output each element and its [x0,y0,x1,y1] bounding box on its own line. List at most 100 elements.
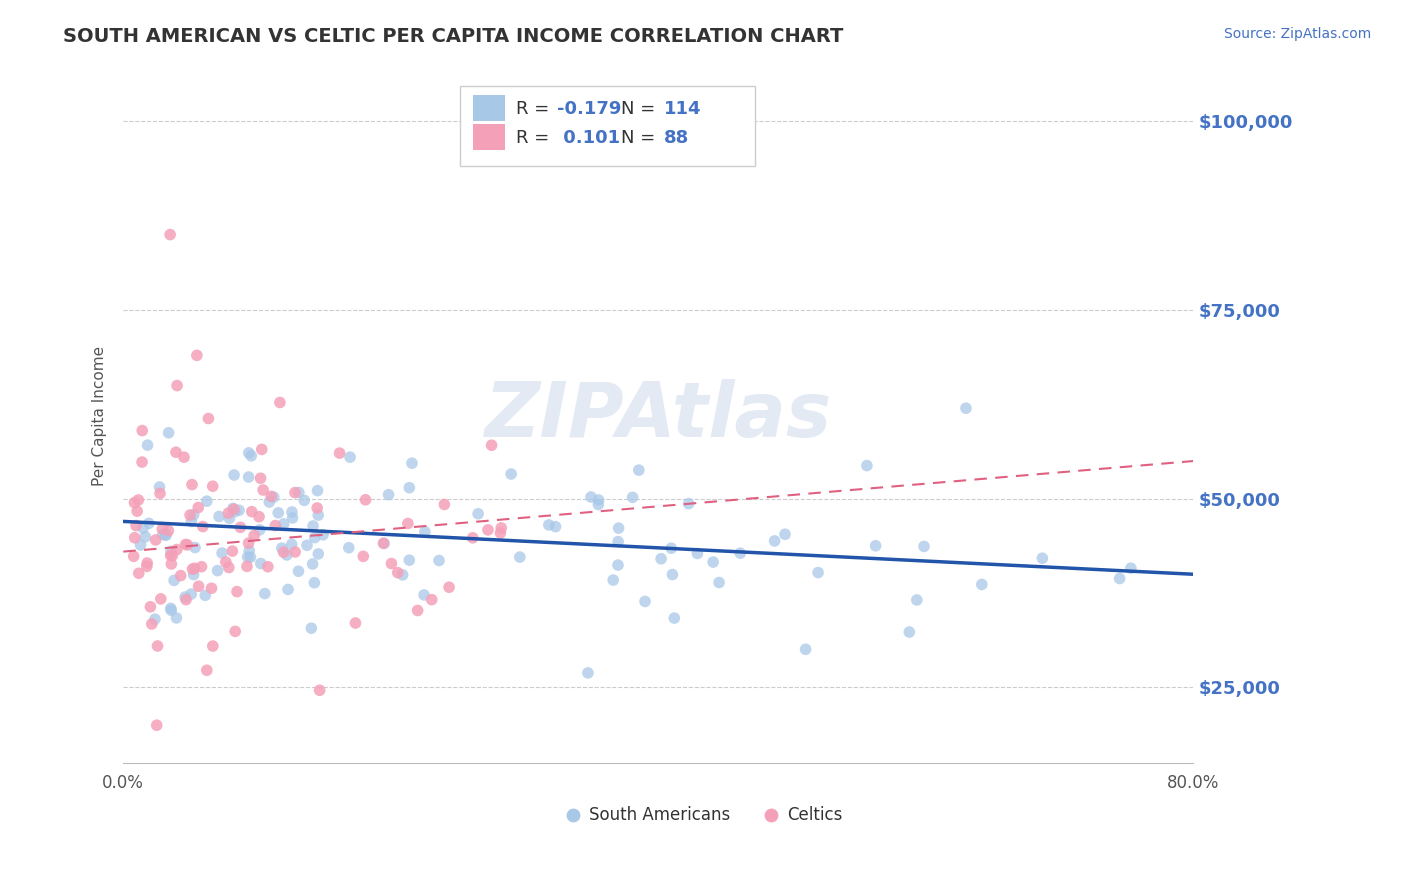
Point [162,549,184,563]
Text: N =: N = [621,129,661,147]
Point [280,537,302,551]
Point [308,683,330,698]
Point [292,493,315,508]
Point [236,549,259,564]
Point [661,567,683,582]
Point [509,550,531,565]
Point [187,500,209,515]
Point [250,442,273,457]
Text: ZIPAtlas: ZIPAtlas [485,379,832,453]
Point [299,621,322,635]
Point [673,869,696,883]
Point [702,555,724,569]
Point [373,536,395,550]
Point [650,551,672,566]
Point [229,520,252,534]
Point [304,531,326,545]
Point [259,495,281,509]
Point [186,348,208,362]
Point [131,424,153,438]
Point [373,536,395,550]
Text: R =: R = [516,100,555,118]
Point [200,581,222,595]
Point [152,527,174,541]
Point [139,599,162,614]
Point [141,617,163,632]
Point [124,496,146,510]
Point [970,577,993,591]
Point [155,528,177,542]
Point [398,481,420,495]
Point [921,869,943,883]
Point [579,490,602,504]
Point [544,519,567,533]
Text: -0.179: -0.179 [557,100,621,118]
Point [173,450,195,465]
Point [124,531,146,545]
Point [607,558,630,573]
Point [191,519,214,533]
Point [287,564,309,578]
Point [249,523,271,537]
Point [898,625,921,640]
Point [281,511,304,525]
Point [148,480,170,494]
Point [377,488,399,502]
Point [238,470,260,484]
Point [174,537,197,551]
Point [304,575,326,590]
Point [267,506,290,520]
Point [607,534,630,549]
Point [264,518,287,533]
Point [181,562,204,576]
Point [208,509,231,524]
Point [481,438,503,452]
Point [249,557,271,571]
Point [170,568,193,582]
Point [183,508,205,522]
Point [678,497,700,511]
Point [195,494,218,508]
Point [537,517,560,532]
Bar [474,95,505,121]
Point [281,505,304,519]
Point [461,531,484,545]
Point [253,586,276,600]
Point [284,545,307,559]
Point [329,446,352,460]
Point [127,504,149,518]
Point [224,504,246,518]
Point [707,575,730,590]
Text: 114: 114 [664,100,702,118]
Point [501,467,523,481]
Point [247,509,270,524]
Point [183,567,205,582]
Point [273,545,295,559]
Point [1119,561,1142,575]
Point [236,559,259,574]
Point [302,519,325,533]
Point [427,553,450,567]
Point [273,516,295,531]
Point [180,515,202,529]
Point [406,603,429,617]
Point [163,574,186,588]
Text: Celtics: Celtics [787,806,842,824]
Point [194,588,217,602]
Point [132,521,155,535]
Point [602,573,624,587]
Point [794,642,817,657]
Point [477,523,499,537]
Point [184,541,207,555]
Point [122,549,145,564]
Point [207,564,229,578]
Point [627,463,650,477]
Point [215,555,238,569]
Text: Source: ZipAtlas.com: Source: ZipAtlas.com [1223,27,1371,41]
Point [159,227,181,242]
Point [295,538,318,552]
Point [197,411,219,425]
FancyBboxPatch shape [460,86,755,166]
Point [201,639,224,653]
Point [157,425,180,440]
